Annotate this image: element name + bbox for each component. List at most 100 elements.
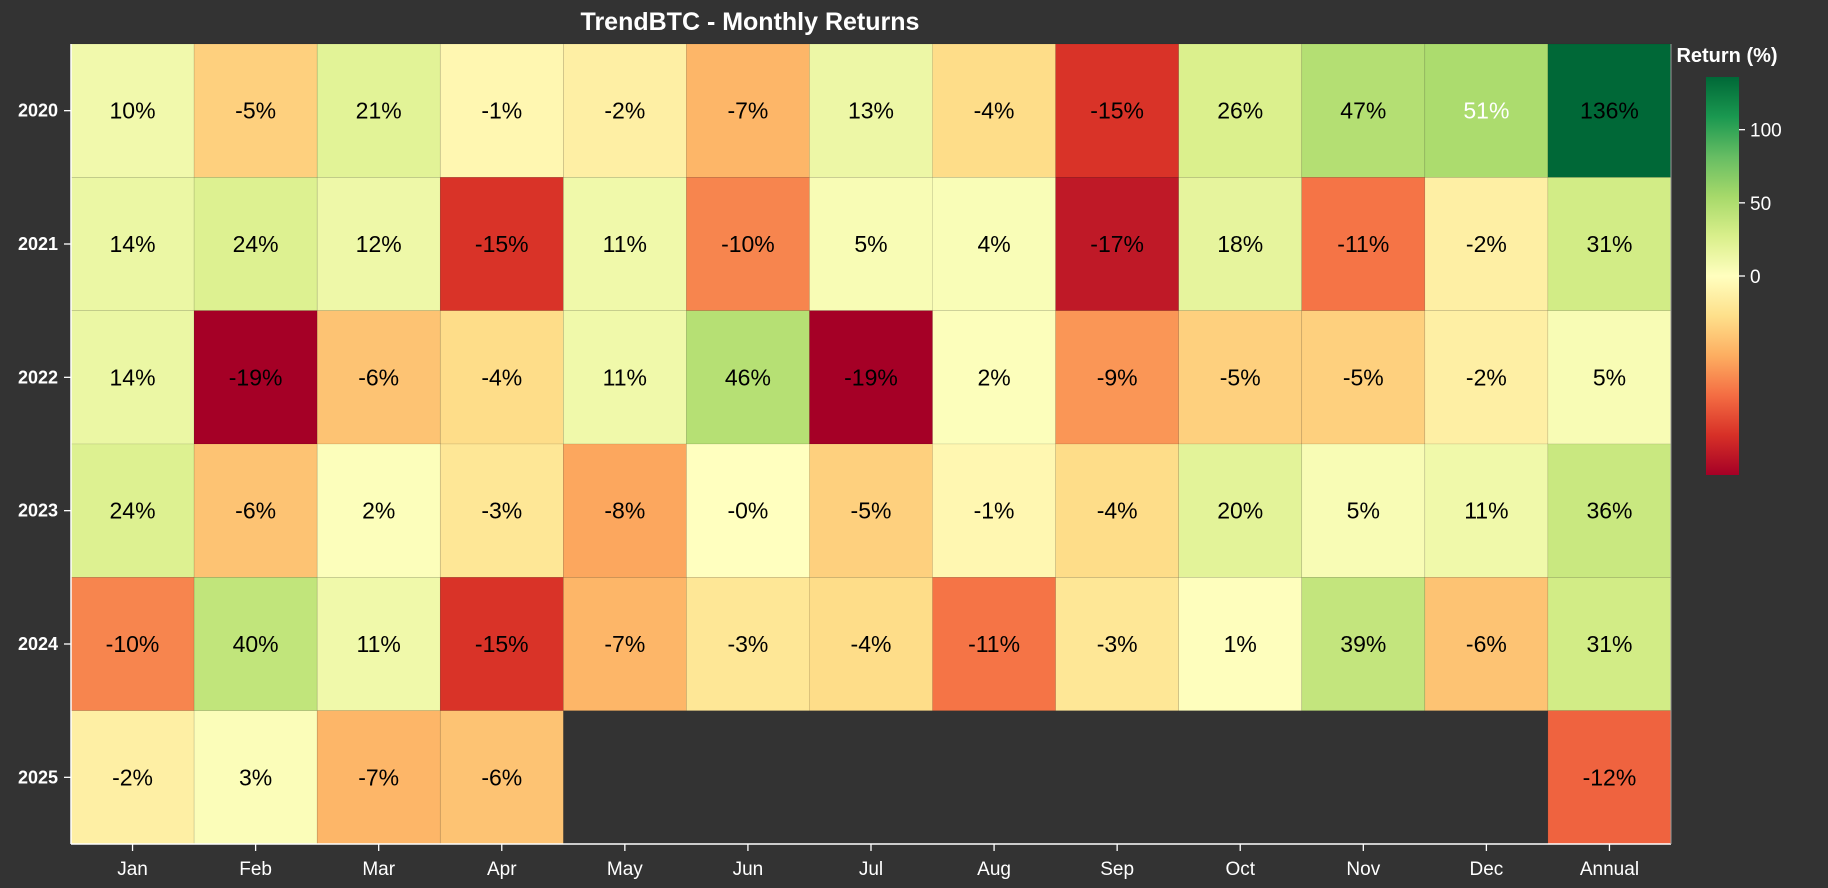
column-label: Jan <box>117 859 148 880</box>
cell-label: 24% <box>233 231 279 257</box>
heatmap-cell <box>316 310 441 445</box>
heatmap-cell <box>932 310 1056 445</box>
cell-label: 21% <box>356 98 402 124</box>
heatmap-cell <box>1301 577 1426 711</box>
heatmap-cell <box>316 710 441 845</box>
heatmap-cell <box>1424 177 1549 311</box>
cell-label: -19% <box>844 364 898 390</box>
heatmap-cell <box>1178 577 1303 711</box>
heatmap-cell <box>1055 443 1179 578</box>
chart-title: TrendBTC - Monthly Returns <box>581 8 920 36</box>
column-label: Annual <box>1580 859 1639 880</box>
heatmap-cell <box>1301 310 1426 445</box>
heatmap-cell <box>193 177 318 311</box>
cell-label: 13% <box>848 98 894 124</box>
cell-label: 11% <box>603 364 647 390</box>
cell-label: -11% <box>968 631 1020 657</box>
heatmap-cell <box>1547 710 1672 845</box>
column-label: Oct <box>1225 859 1255 880</box>
row-label: 2023 <box>18 501 58 521</box>
heatmap-cell <box>316 177 441 311</box>
cell-label: -6% <box>235 498 276 524</box>
heatmap-cell <box>809 577 933 711</box>
cell-label: -19% <box>229 364 283 390</box>
heatmap-cell <box>70 43 195 178</box>
heatmap-cell <box>70 710 195 845</box>
cell-label: -5% <box>851 498 892 524</box>
cell-label: -2% <box>604 98 645 124</box>
cell-label: -6% <box>358 364 399 390</box>
cell-label: 2% <box>977 364 1010 390</box>
cell-label: -3% <box>481 498 522 524</box>
cell-label: -1% <box>481 98 522 124</box>
heatmap-cell <box>193 577 318 711</box>
heatmap-cell <box>1178 310 1303 445</box>
heatmap-cell <box>1178 43 1303 178</box>
heatmap-cell <box>1424 310 1549 445</box>
cell-label: -0% <box>727 498 768 524</box>
heatmap-cell <box>932 443 1056 578</box>
heatmap-cell <box>70 443 195 578</box>
cell-label: -6% <box>481 764 522 790</box>
cell-label: -7% <box>727 98 768 124</box>
cell-label: 3% <box>239 764 272 790</box>
row-label: 2022 <box>18 367 58 387</box>
cell-label: 20% <box>1217 498 1263 524</box>
cell-label: -4% <box>1097 498 1138 524</box>
cell-label: -12% <box>1583 764 1637 790</box>
heatmap-cell <box>316 443 441 578</box>
cell-label: 11% <box>603 231 647 257</box>
column-label: Aug <box>977 859 1011 880</box>
cell-label: -17% <box>1090 231 1144 257</box>
heatmap-cell <box>1055 577 1179 711</box>
heatmap-cell <box>809 43 933 178</box>
heatmap-cell <box>563 310 687 445</box>
column-label: Mar <box>362 859 395 880</box>
cell-label: 10% <box>110 98 156 124</box>
cell-label: 11% <box>1464 498 1508 524</box>
cell-label: -4% <box>974 98 1015 124</box>
colorbar-tick-label: 50 <box>1750 194 1771 215</box>
cell-label: -4% <box>851 631 892 657</box>
heatmap-cell <box>563 577 687 711</box>
cell-label: -5% <box>1343 364 1384 390</box>
cell-label: -7% <box>358 764 399 790</box>
heatmap-cell <box>316 43 441 178</box>
column-label: Nov <box>1346 859 1380 880</box>
cell-label: 11% <box>357 631 401 657</box>
heatmap-cell <box>932 43 1056 178</box>
cell-label: 4% <box>977 231 1010 257</box>
heatmap-cell <box>70 577 195 711</box>
cell-label: -5% <box>1220 364 1261 390</box>
row-label: 2024 <box>18 634 58 654</box>
heatmap-cell <box>932 577 1056 711</box>
cell-label: -2% <box>1466 231 1507 257</box>
cell-label: -8% <box>604 498 645 524</box>
column-label: Jul <box>859 859 883 880</box>
cell-label: 2% <box>362 498 395 524</box>
cell-label: -2% <box>112 764 153 790</box>
cell-label: -15% <box>1090 98 1144 124</box>
cell-label: -2% <box>1466 364 1507 390</box>
cell-label: 5% <box>854 231 887 257</box>
heatmap-cell <box>809 443 933 578</box>
heatmap-cell <box>1178 443 1303 578</box>
cell-label: -5% <box>235 98 276 124</box>
heatmap-cell <box>686 577 810 711</box>
heatmap-cell <box>70 310 195 445</box>
heatmap-cell <box>1547 43 1672 178</box>
row-label: 2021 <box>18 234 58 254</box>
cell-label: -1% <box>974 498 1015 524</box>
cell-label: 18% <box>1217 231 1263 257</box>
heatmap-cell <box>932 177 1056 311</box>
cell-label: 5% <box>1593 364 1626 390</box>
cell-label: -15% <box>475 231 529 257</box>
colorbar: Return (%) 0 50 100 <box>1676 45 1782 475</box>
colorbar-tick-label: 0 <box>1750 267 1761 288</box>
heatmap-cell <box>809 177 933 311</box>
heatmap-cell <box>563 443 687 578</box>
heatmap-cell <box>70 177 195 311</box>
heatmap-cells: 10% -5% 21% -1% -2% -7% 13% -4% -15% 26% 47% 51% 136… <box>70 43 1672 845</box>
heatmap-cell <box>439 710 564 845</box>
